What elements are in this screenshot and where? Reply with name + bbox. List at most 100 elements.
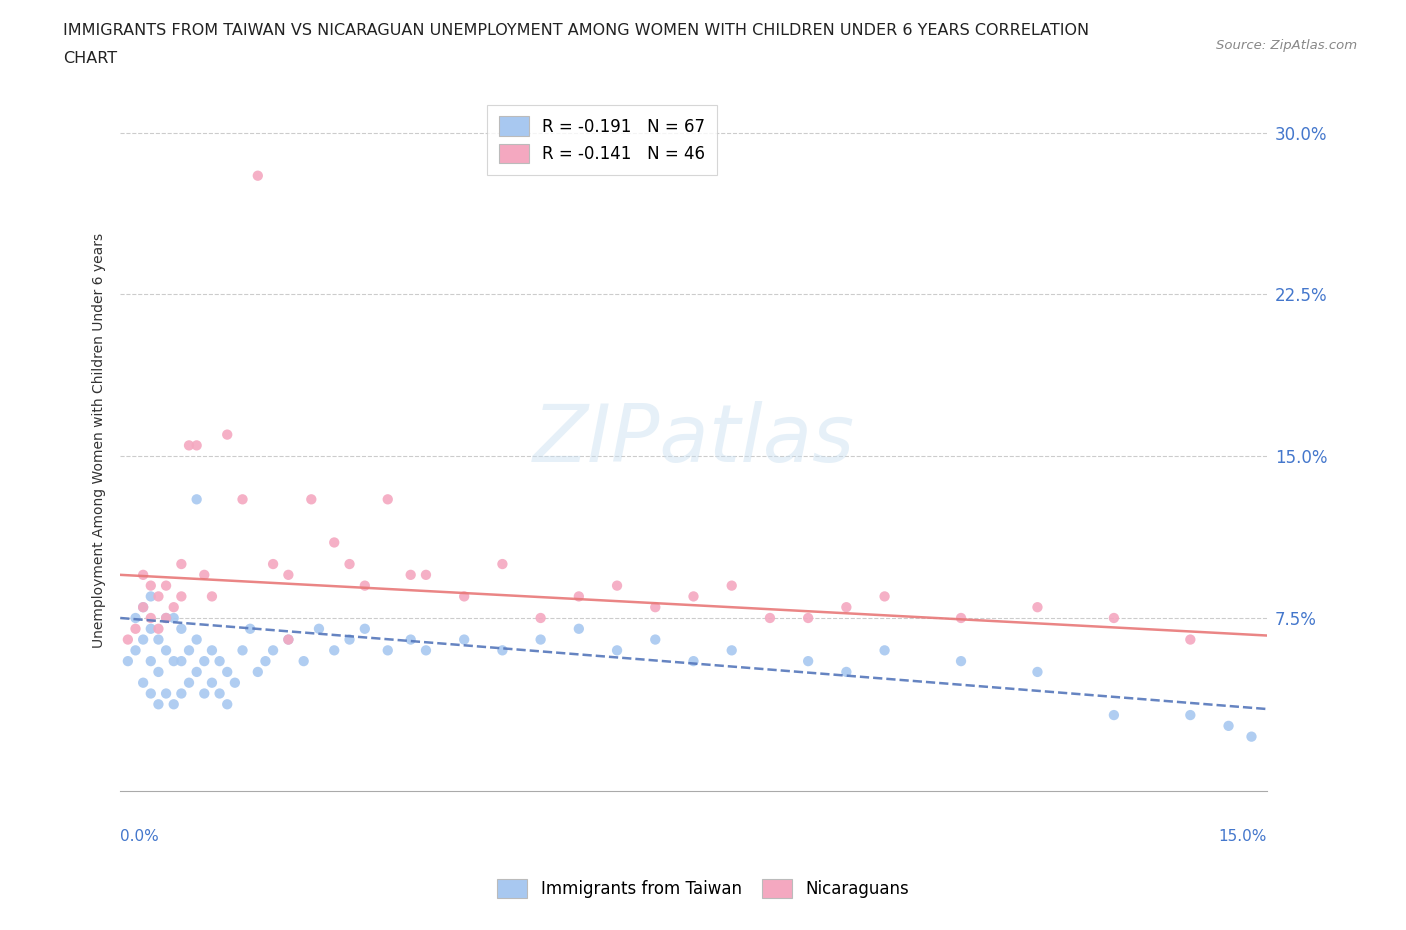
Point bbox=[1218, 718, 1240, 733]
Point bbox=[246, 665, 269, 680]
Point bbox=[950, 654, 973, 669]
Point bbox=[201, 643, 224, 658]
Point bbox=[491, 643, 513, 658]
Point bbox=[132, 675, 155, 690]
Point bbox=[797, 654, 820, 669]
Point bbox=[139, 654, 162, 669]
Point bbox=[568, 621, 591, 636]
Point bbox=[163, 697, 186, 711]
Point bbox=[177, 675, 200, 690]
Point bbox=[873, 589, 896, 604]
Point bbox=[308, 621, 330, 636]
Point bbox=[950, 611, 973, 626]
Point bbox=[124, 621, 146, 636]
Point bbox=[606, 578, 628, 593]
Point bbox=[148, 589, 170, 604]
Point bbox=[835, 600, 858, 615]
Point bbox=[1026, 665, 1049, 680]
Point bbox=[399, 567, 422, 582]
Point bbox=[170, 589, 193, 604]
Point bbox=[606, 643, 628, 658]
Point bbox=[1102, 708, 1125, 723]
Point bbox=[170, 557, 193, 572]
Legend: Immigrants from Taiwan, Nicaraguans: Immigrants from Taiwan, Nicaraguans bbox=[491, 872, 915, 905]
Point bbox=[139, 686, 162, 701]
Point bbox=[193, 654, 215, 669]
Point bbox=[415, 567, 437, 582]
Point bbox=[323, 535, 346, 550]
Point bbox=[155, 611, 177, 626]
Text: ZIPatlas: ZIPatlas bbox=[533, 401, 855, 479]
Point bbox=[231, 643, 253, 658]
Point bbox=[415, 643, 437, 658]
Y-axis label: Unemployment Among Women with Children Under 6 years: Unemployment Among Women with Children U… bbox=[93, 232, 107, 647]
Point bbox=[148, 665, 170, 680]
Point bbox=[720, 643, 742, 658]
Point bbox=[1180, 632, 1202, 647]
Point bbox=[139, 589, 162, 604]
Point bbox=[682, 589, 704, 604]
Point bbox=[277, 632, 299, 647]
Point bbox=[132, 600, 155, 615]
Text: Source: ZipAtlas.com: Source: ZipAtlas.com bbox=[1216, 39, 1357, 52]
Point bbox=[1240, 729, 1263, 744]
Point bbox=[201, 675, 224, 690]
Point bbox=[720, 578, 742, 593]
Point bbox=[124, 611, 146, 626]
Point bbox=[353, 621, 375, 636]
Point bbox=[262, 643, 284, 658]
Point bbox=[170, 621, 193, 636]
Point bbox=[292, 654, 315, 669]
Point bbox=[399, 632, 422, 647]
Point bbox=[117, 632, 139, 647]
Point bbox=[139, 578, 162, 593]
Point bbox=[132, 632, 155, 647]
Point bbox=[155, 686, 177, 701]
Point bbox=[148, 697, 170, 711]
Point bbox=[186, 492, 208, 507]
Point bbox=[339, 632, 361, 647]
Point bbox=[139, 621, 162, 636]
Point bbox=[148, 621, 170, 636]
Text: 0.0%: 0.0% bbox=[121, 830, 159, 844]
Point bbox=[163, 611, 186, 626]
Point bbox=[644, 600, 666, 615]
Point bbox=[377, 643, 399, 658]
Point bbox=[323, 643, 346, 658]
Point bbox=[201, 589, 224, 604]
Point bbox=[759, 611, 782, 626]
Text: 15.0%: 15.0% bbox=[1219, 830, 1267, 844]
Point bbox=[644, 632, 666, 647]
Point bbox=[139, 611, 162, 626]
Point bbox=[177, 643, 200, 658]
Point bbox=[353, 578, 375, 593]
Point bbox=[491, 557, 513, 572]
Point bbox=[239, 621, 262, 636]
Point bbox=[170, 654, 193, 669]
Point bbox=[1026, 600, 1049, 615]
Point bbox=[208, 686, 231, 701]
Point bbox=[530, 611, 553, 626]
Point bbox=[193, 686, 215, 701]
Point bbox=[246, 168, 269, 183]
Point bbox=[254, 654, 277, 669]
Point bbox=[170, 686, 193, 701]
Point bbox=[453, 632, 475, 647]
Point bbox=[148, 632, 170, 647]
Legend: R = -0.191   N = 67, R = -0.141   N = 46: R = -0.191 N = 67, R = -0.141 N = 46 bbox=[486, 105, 717, 175]
Point bbox=[186, 438, 208, 453]
Point bbox=[682, 654, 704, 669]
Point bbox=[217, 697, 239, 711]
Point bbox=[217, 427, 239, 442]
Point bbox=[163, 600, 186, 615]
Point bbox=[155, 611, 177, 626]
Point bbox=[186, 632, 208, 647]
Point bbox=[530, 632, 553, 647]
Point bbox=[124, 643, 146, 658]
Point bbox=[299, 492, 322, 507]
Point bbox=[277, 632, 299, 647]
Point bbox=[117, 654, 139, 669]
Point bbox=[224, 675, 246, 690]
Point bbox=[277, 567, 299, 582]
Text: CHART: CHART bbox=[63, 51, 117, 66]
